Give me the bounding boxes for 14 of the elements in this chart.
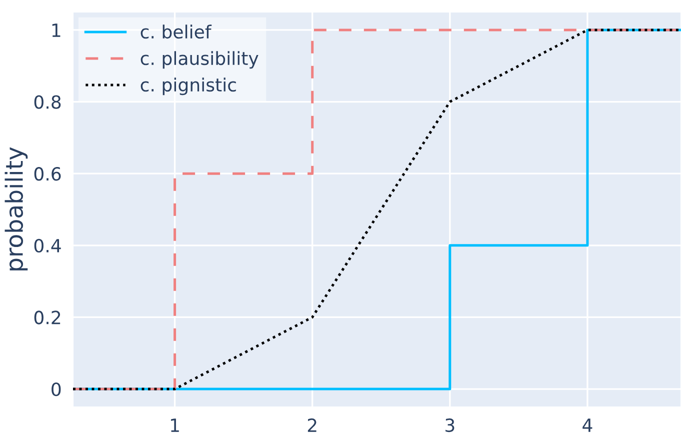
y-tick-label: 0.8 <box>34 95 61 109</box>
x-tick-label: 3 <box>446 418 454 432</box>
y-tick-label: 0.6 <box>34 167 61 181</box>
y-tick-label: 0.4 <box>34 238 61 253</box>
y-tick-label: 1 <box>52 24 60 37</box>
y-tick-label: 0.2 <box>34 310 60 324</box>
y-tick-label: 0 <box>52 382 61 396</box>
legend-label: c. pignistic <box>140 78 236 96</box>
y-axis-title: probability <box>4 147 28 270</box>
legend-label: c. belief <box>140 24 212 39</box>
x-tick-label: 2 <box>308 418 316 432</box>
x-tick-label: 1 <box>171 418 179 432</box>
x-tick-label: 4 <box>582 418 592 432</box>
legend-label: c. plausibility <box>140 51 258 69</box>
